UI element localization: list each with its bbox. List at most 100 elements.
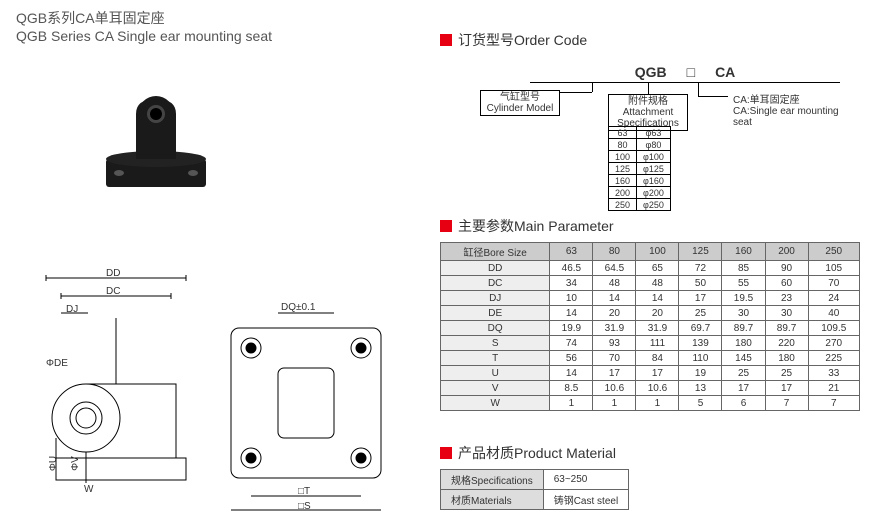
material-table: 规格Specifications63~250材质Materials铸钢Cast … [440, 469, 629, 510]
param-cell: 23 [765, 291, 808, 306]
param-cell: 111 [636, 336, 679, 351]
product-photo [86, 64, 226, 204]
section-main-param: 主要参数Main Parameter [440, 216, 860, 236]
param-cell: 31.9 [636, 321, 679, 336]
param-cell: 89.7 [722, 321, 765, 336]
param-cell: 90 [765, 261, 808, 276]
oc-spec-cell: φ250 [637, 199, 671, 211]
param-cell: 50 [679, 276, 722, 291]
param-cell: 19.5 [722, 291, 765, 306]
param-table: 缸径Bore Size6380100125160200250DD46.564.5… [440, 242, 860, 411]
page-title: QGB系列CA单耳固定座 QGB Series CA Single ear mo… [16, 8, 416, 44]
param-cell: 48 [593, 276, 636, 291]
oc-seg-ca: CA [715, 64, 735, 80]
param-col-header: 125 [679, 243, 722, 261]
param-cell: 180 [722, 336, 765, 351]
param-row-label: DD [441, 261, 550, 276]
param-cell: 139 [679, 336, 722, 351]
param-cell: 13 [679, 381, 722, 396]
param-cell: 225 [808, 351, 859, 366]
oc-spec-cell: φ125 [637, 163, 671, 175]
param-cell: 93 [593, 336, 636, 351]
title-cn: QGB系列CA单耳固定座 [16, 8, 416, 28]
section-material: 产品材质Product Material [440, 443, 860, 463]
param-cell: 220 [765, 336, 808, 351]
section-label: 订货型号Order Code [458, 30, 587, 50]
param-row-label: T [441, 351, 550, 366]
param-cell: 74 [550, 336, 593, 351]
param-cell: 14 [593, 291, 636, 306]
param-row-label: V [441, 381, 550, 396]
param-cell: 180 [765, 351, 808, 366]
oc-seg-qgb: QGB [635, 64, 667, 80]
oc-spec-cell: φ100 [637, 151, 671, 163]
param-cell: 25 [679, 306, 722, 321]
param-cell: 7 [765, 396, 808, 411]
dim-t: □T [298, 486, 310, 497]
param-cell: 110 [679, 351, 722, 366]
param-cell: 60 [765, 276, 808, 291]
oc-ca-desc: CA:单耳固定座 CA:Single ear mounting seat [730, 94, 860, 129]
param-cell: 46.5 [550, 261, 593, 276]
param-col-header: 200 [765, 243, 808, 261]
param-cell: 1 [636, 396, 679, 411]
dim-dd: DD [106, 268, 120, 279]
param-cell: 14 [636, 291, 679, 306]
param-cell: 10.6 [636, 381, 679, 396]
param-cell: 270 [808, 336, 859, 351]
red-square-icon [440, 220, 452, 232]
order-code-diagram: QGB □ CA 气缸型号 Cylinder Model 附件规格 Attach… [440, 56, 860, 206]
technical-drawing: DD DC DJ ΦDE DQ±0.1 ΦU ΦV W □T □S [16, 258, 416, 518]
param-cell: 109.5 [808, 321, 859, 336]
param-cell: 85 [722, 261, 765, 276]
param-cell: 72 [679, 261, 722, 276]
param-cell: 14 [550, 306, 593, 321]
dim-dc: DC [106, 286, 120, 297]
param-row-label: U [441, 366, 550, 381]
param-cell: 64.5 [593, 261, 636, 276]
oc-spec-cell: 100 [609, 151, 637, 163]
param-cell: 6 [722, 396, 765, 411]
oc-spec-table: 63φ6380φ80100φ100125φ125160φ160200φ20025… [608, 126, 671, 211]
param-cell: 48 [636, 276, 679, 291]
param-cell: 14 [550, 366, 593, 381]
dim-dq: DQ±0.1 [281, 302, 315, 313]
red-square-icon [440, 34, 452, 46]
red-square-icon [440, 447, 452, 459]
param-cell: 21 [808, 381, 859, 396]
material-value: 铸钢Cast steel [543, 490, 628, 510]
oc-seg-box: □ [687, 64, 695, 80]
param-cell: 25 [765, 366, 808, 381]
param-cell: 20 [593, 306, 636, 321]
oc-spec-cell: 80 [609, 139, 637, 151]
param-cell: 19.9 [550, 321, 593, 336]
section-order-code: 订货型号Order Code [440, 30, 860, 50]
oc-spec-cell: 200 [609, 187, 637, 199]
param-cell: 30 [765, 306, 808, 321]
param-cell: 70 [808, 276, 859, 291]
oc-spec-cell: 125 [609, 163, 637, 175]
param-cell: 10 [550, 291, 593, 306]
oc-spec-cell: 160 [609, 175, 637, 187]
param-cell: 34 [550, 276, 593, 291]
title-en: QGB Series CA Single ear mounting seat [16, 28, 416, 44]
param-cell: 31.9 [593, 321, 636, 336]
param-cell: 69.7 [679, 321, 722, 336]
section-label: 主要参数Main Parameter [458, 216, 614, 236]
param-cell: 8.5 [550, 381, 593, 396]
param-cell: 1 [593, 396, 636, 411]
param-cell: 19 [679, 366, 722, 381]
param-cell: 56 [550, 351, 593, 366]
dim-w: W [84, 484, 93, 495]
param-cell: 20 [636, 306, 679, 321]
param-row-label: S [441, 336, 550, 351]
param-cell: 1 [550, 396, 593, 411]
param-cell: 89.7 [765, 321, 808, 336]
oc-spec-cell: φ200 [637, 187, 671, 199]
param-header-label: 缸径Bore Size [441, 243, 550, 261]
dim-s: □S [298, 501, 311, 512]
param-cell: 33 [808, 366, 859, 381]
param-cell: 17 [593, 366, 636, 381]
param-row-label: DE [441, 306, 550, 321]
param-cell: 70 [593, 351, 636, 366]
